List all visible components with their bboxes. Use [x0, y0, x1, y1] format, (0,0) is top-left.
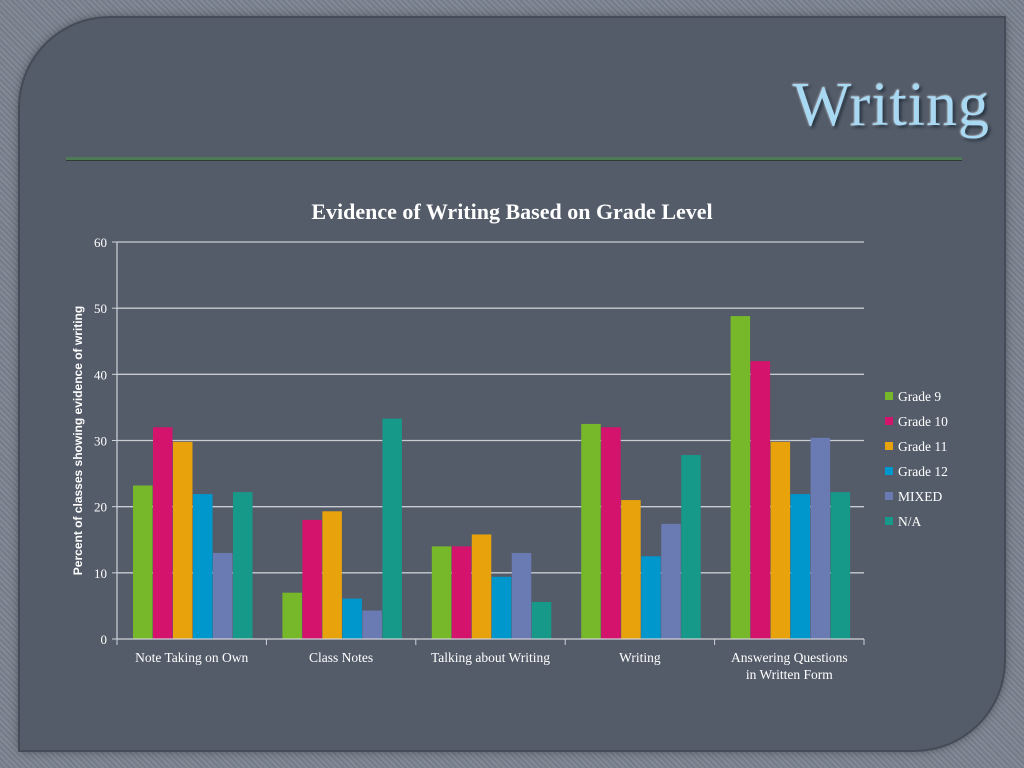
- bar: [730, 316, 751, 639]
- legend-label: N/A: [898, 514, 922, 529]
- legend-label: Grade 12: [898, 464, 948, 479]
- bar: [830, 492, 851, 639]
- chart-title: Evidence of Writing Based on Grade Level: [311, 199, 712, 224]
- x-tick-label: Class Notes: [309, 650, 373, 665]
- bar: [790, 494, 811, 639]
- legend-label: Grade 11: [898, 439, 947, 454]
- legend-label: Grade 9: [898, 389, 941, 404]
- legend-label: MIXED: [898, 489, 942, 504]
- bar: [193, 494, 213, 639]
- bar: [173, 441, 193, 639]
- bar: [810, 437, 831, 639]
- bar: [471, 534, 492, 639]
- x-tick-label: in Written Form: [746, 667, 833, 682]
- bar: [681, 455, 701, 639]
- bar: [322, 511, 342, 639]
- y-tick-label: 10: [94, 566, 107, 581]
- bar: [282, 592, 302, 639]
- legend-swatch: [885, 492, 893, 500]
- legend-swatch: [885, 417, 893, 425]
- bar: [581, 423, 601, 639]
- y-tick-label: 30: [94, 434, 107, 449]
- bar: [491, 576, 512, 639]
- bar: [770, 441, 791, 639]
- bar: [382, 418, 402, 639]
- legend-swatch: [885, 392, 893, 400]
- legend-swatch: [885, 467, 893, 475]
- x-tick-label: Answering Questions: [731, 650, 848, 665]
- slide-title: Writing: [792, 71, 990, 139]
- bar: [133, 485, 153, 639]
- y-tick-label: 40: [94, 367, 107, 382]
- legend-swatch: [885, 442, 893, 450]
- y-axis-label: Percent of classes showing evidence of w…: [71, 306, 85, 575]
- bar: [302, 519, 322, 639]
- x-tick-label: Talking about Writing: [431, 650, 550, 665]
- bar: [601, 427, 621, 639]
- bar: [233, 492, 253, 639]
- x-tick-label: Note Taking on Own: [135, 650, 248, 665]
- bar: [661, 523, 681, 639]
- bar: [431, 546, 452, 639]
- title-divider: [66, 157, 962, 161]
- bar: [153, 427, 173, 639]
- bar: [451, 546, 472, 639]
- bar: [641, 556, 661, 639]
- bar: [362, 610, 382, 639]
- y-tick-label: 20: [94, 500, 107, 515]
- legend-label: Grade 10: [898, 414, 948, 429]
- legend-swatch: [885, 517, 893, 525]
- y-tick-label: 50: [94, 301, 107, 316]
- x-tick-label: Writing: [619, 650, 661, 665]
- bar: [750, 361, 771, 639]
- bar: [531, 601, 552, 639]
- y-tick-label: 0: [101, 632, 108, 647]
- y-tick-label: 60: [94, 235, 107, 250]
- bar: [213, 552, 233, 639]
- bar: [342, 598, 362, 639]
- bar: [621, 500, 641, 639]
- bar: [511, 552, 532, 639]
